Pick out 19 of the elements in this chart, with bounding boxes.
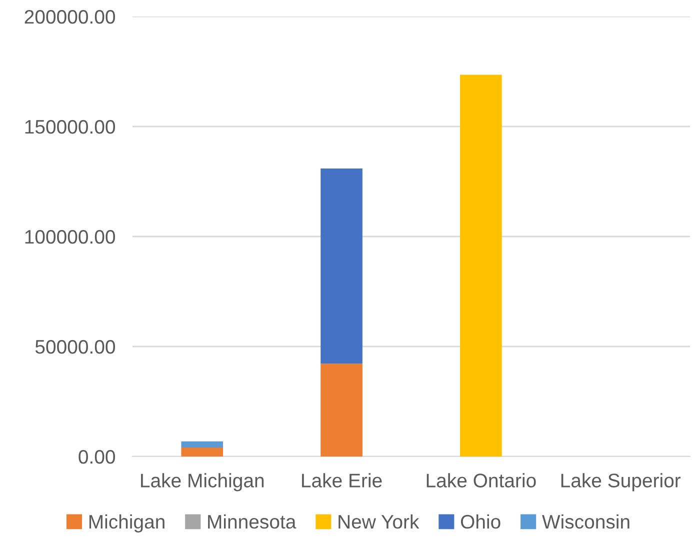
- bar: [181, 447, 224, 456]
- legend-label: Michigan: [89, 514, 164, 532]
- bar: [320, 168, 362, 364]
- y-tick-label: 50000.00: [35, 340, 116, 354]
- bar: [460, 74, 502, 456]
- legend-label: Wisconsin: [542, 514, 630, 529]
- y-tick-label: 0.00: [78, 450, 116, 464]
- x-tick-label: Lake Michigan: [141, 473, 264, 492]
- y-tick-label: 150000.00: [25, 120, 116, 134]
- x-tick-label: Lake Ontario: [426, 473, 536, 488]
- legend-label: Minnesota: [208, 514, 296, 529]
- y-tick-label: 200000.00: [24, 10, 116, 24]
- x-tick-label: Lake Erie: [302, 473, 382, 488]
- y-tick-label: 100000.00: [25, 230, 116, 244]
- x-tick-label: Lake Superior: [561, 473, 681, 492]
- legend-label: New York: [338, 514, 420, 529]
- bar: [181, 441, 224, 448]
- legend-label: Ohio: [460, 514, 500, 529]
- bar: [320, 364, 362, 456]
